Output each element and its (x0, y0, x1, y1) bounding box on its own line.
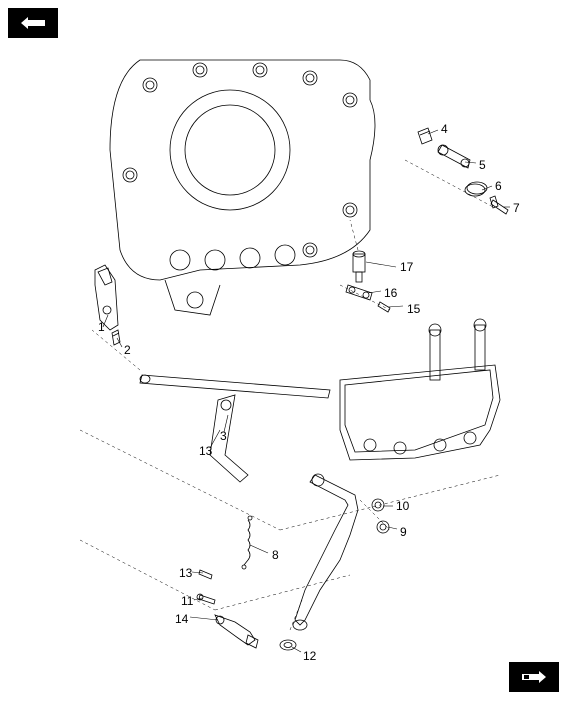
callout-4: 4 (441, 122, 448, 136)
callout-12: 12 (303, 649, 316, 663)
callout-7: 7 (513, 201, 520, 215)
callout-5: 5 (479, 158, 486, 172)
part-spring (242, 516, 252, 569)
callout-11: 11 (181, 594, 193, 608)
callout-1: 1 (98, 320, 105, 334)
callout-2: 2 (124, 343, 131, 357)
callout-10: 10 (396, 499, 409, 513)
callout-3: 3 (220, 429, 227, 443)
part-sensor (346, 251, 390, 312)
nav-next-icon[interactable] (509, 662, 559, 692)
housing-body (110, 60, 375, 315)
callout-8: 8 (272, 548, 279, 562)
part-pins-lower (197, 570, 258, 648)
callout-15: 15 (407, 302, 420, 316)
callout-16: 16 (384, 286, 397, 300)
callout-13: 13 (199, 444, 212, 458)
callout-13b: 13 (179, 566, 192, 580)
callout-17: 17 (400, 260, 413, 274)
callout-14: 14 (175, 612, 188, 626)
callout-9: 9 (400, 525, 407, 539)
part-lever-upper (418, 128, 508, 214)
part-rod (140, 375, 330, 482)
nav-prev-icon[interactable] (8, 8, 58, 38)
parts-diagram (0, 0, 567, 700)
part-pedal-shaft (280, 474, 389, 650)
mounting-bracket (340, 319, 500, 460)
callout-6: 6 (495, 179, 502, 193)
